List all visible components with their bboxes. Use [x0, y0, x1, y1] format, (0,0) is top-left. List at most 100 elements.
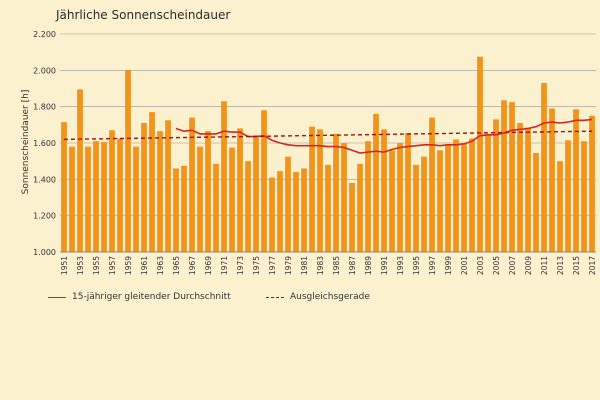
bar — [397, 143, 403, 252]
bar — [413, 164, 419, 252]
bar — [517, 123, 523, 253]
x-tick-label: 1997 — [428, 256, 437, 275]
y-tick-label: 1.000 — [33, 248, 56, 257]
x-tick-label: 2001 — [460, 256, 469, 275]
bar — [181, 165, 187, 252]
bar — [429, 117, 435, 252]
bar — [421, 156, 427, 252]
bar — [573, 109, 579, 253]
bar — [365, 141, 371, 252]
x-tick-label: 2005 — [492, 256, 501, 275]
bar — [173, 168, 179, 252]
x-tick-label: 2003 — [476, 256, 485, 275]
bar — [565, 140, 571, 252]
bar — [477, 56, 483, 253]
x-tick-label: 2007 — [508, 256, 517, 275]
bar — [93, 141, 99, 252]
x-tick-label: 1969 — [204, 256, 213, 275]
x-tick-label: 1951 — [60, 256, 69, 275]
bar — [445, 143, 451, 252]
bar — [149, 112, 155, 252]
axis-layer: 1.000 1.200 1.400 1.600 1.800 2.000 2.200 1951 1… — [33, 30, 597, 275]
bar — [85, 146, 91, 252]
y-tick-label: 1.800 — [33, 103, 56, 112]
bar — [229, 147, 235, 252]
bar — [205, 131, 211, 252]
bar — [277, 171, 283, 252]
bar — [69, 146, 75, 252]
x-tick-label: 1971 — [220, 256, 229, 275]
bar — [349, 182, 355, 252]
bar — [109, 130, 115, 252]
bar — [293, 172, 299, 252]
y-tick-label: 2.000 — [33, 66, 56, 75]
x-tick-label: 1993 — [396, 256, 405, 275]
bar — [501, 100, 507, 252]
y-tick-label: 1.200 — [33, 212, 56, 221]
bar — [581, 141, 587, 252]
y-tick-label: 1.400 — [33, 175, 56, 184]
bar — [533, 152, 539, 252]
x-tick-label: 2015 — [572, 256, 581, 275]
bar — [125, 70, 131, 252]
bar — [253, 135, 259, 252]
y-tick-label: 2.200 — [33, 30, 56, 39]
bar — [245, 161, 251, 252]
bar — [525, 127, 531, 252]
bar — [101, 142, 107, 252]
x-tick-label: 1987 — [348, 256, 357, 275]
x-tick-label: 1989 — [364, 256, 373, 275]
bar — [405, 133, 411, 252]
bar — [269, 177, 275, 252]
legend-label-trend: Ausgleichsgerade — [290, 292, 370, 302]
legend-swatch-moving-average — [48, 297, 66, 298]
bar — [557, 161, 563, 252]
bar — [221, 101, 227, 252]
x-tick-label: 1979 — [284, 256, 293, 275]
bar — [141, 123, 147, 253]
bar — [509, 102, 515, 252]
bar — [493, 119, 499, 252]
x-tick-label: 1981 — [300, 256, 309, 275]
x-tick-label: 1961 — [140, 256, 149, 275]
bar — [117, 138, 123, 252]
bar — [549, 108, 555, 252]
bar — [437, 150, 443, 252]
x-tick-label: 1965 — [172, 256, 181, 275]
x-tick-label: 2011 — [540, 256, 549, 275]
x-tick-label: 1953 — [76, 256, 85, 275]
legend-label-moving-average: 15-jähriger gleitender Durchschnitt — [72, 292, 231, 302]
bar — [261, 110, 267, 252]
y-axis-label: Sonnenscheindauer [h] — [21, 90, 31, 195]
chart-title: Jährliche Sonnenscheindauer — [56, 8, 231, 22]
x-tick-label: 1957 — [108, 256, 117, 275]
x-tick-label: 2009 — [524, 256, 533, 275]
bar — [285, 156, 291, 252]
legend-swatch-trend — [266, 297, 284, 298]
bar — [213, 163, 219, 252]
x-tick-label: 2013 — [556, 256, 565, 275]
bar — [373, 113, 379, 252]
x-tick-label: 1967 — [188, 256, 197, 275]
bar — [453, 139, 459, 252]
x-tick-label: 1995 — [412, 256, 421, 275]
line-layer — [63, 118, 593, 154]
bar — [461, 143, 467, 252]
bar — [325, 164, 331, 252]
bar — [541, 83, 547, 252]
bar — [133, 146, 139, 252]
bar — [381, 129, 387, 252]
x-tick-label: 1985 — [332, 256, 341, 275]
bar — [237, 128, 243, 252]
x-tick-label: 1983 — [316, 256, 325, 275]
x-tick-label: 1991 — [380, 256, 389, 275]
bar — [389, 150, 395, 252]
x-tick-label: 1975 — [252, 256, 261, 275]
bar — [197, 146, 203, 252]
bar — [157, 131, 163, 252]
bar — [485, 133, 491, 252]
bar — [357, 163, 363, 252]
y-tick-label: 1.600 — [33, 139, 56, 148]
